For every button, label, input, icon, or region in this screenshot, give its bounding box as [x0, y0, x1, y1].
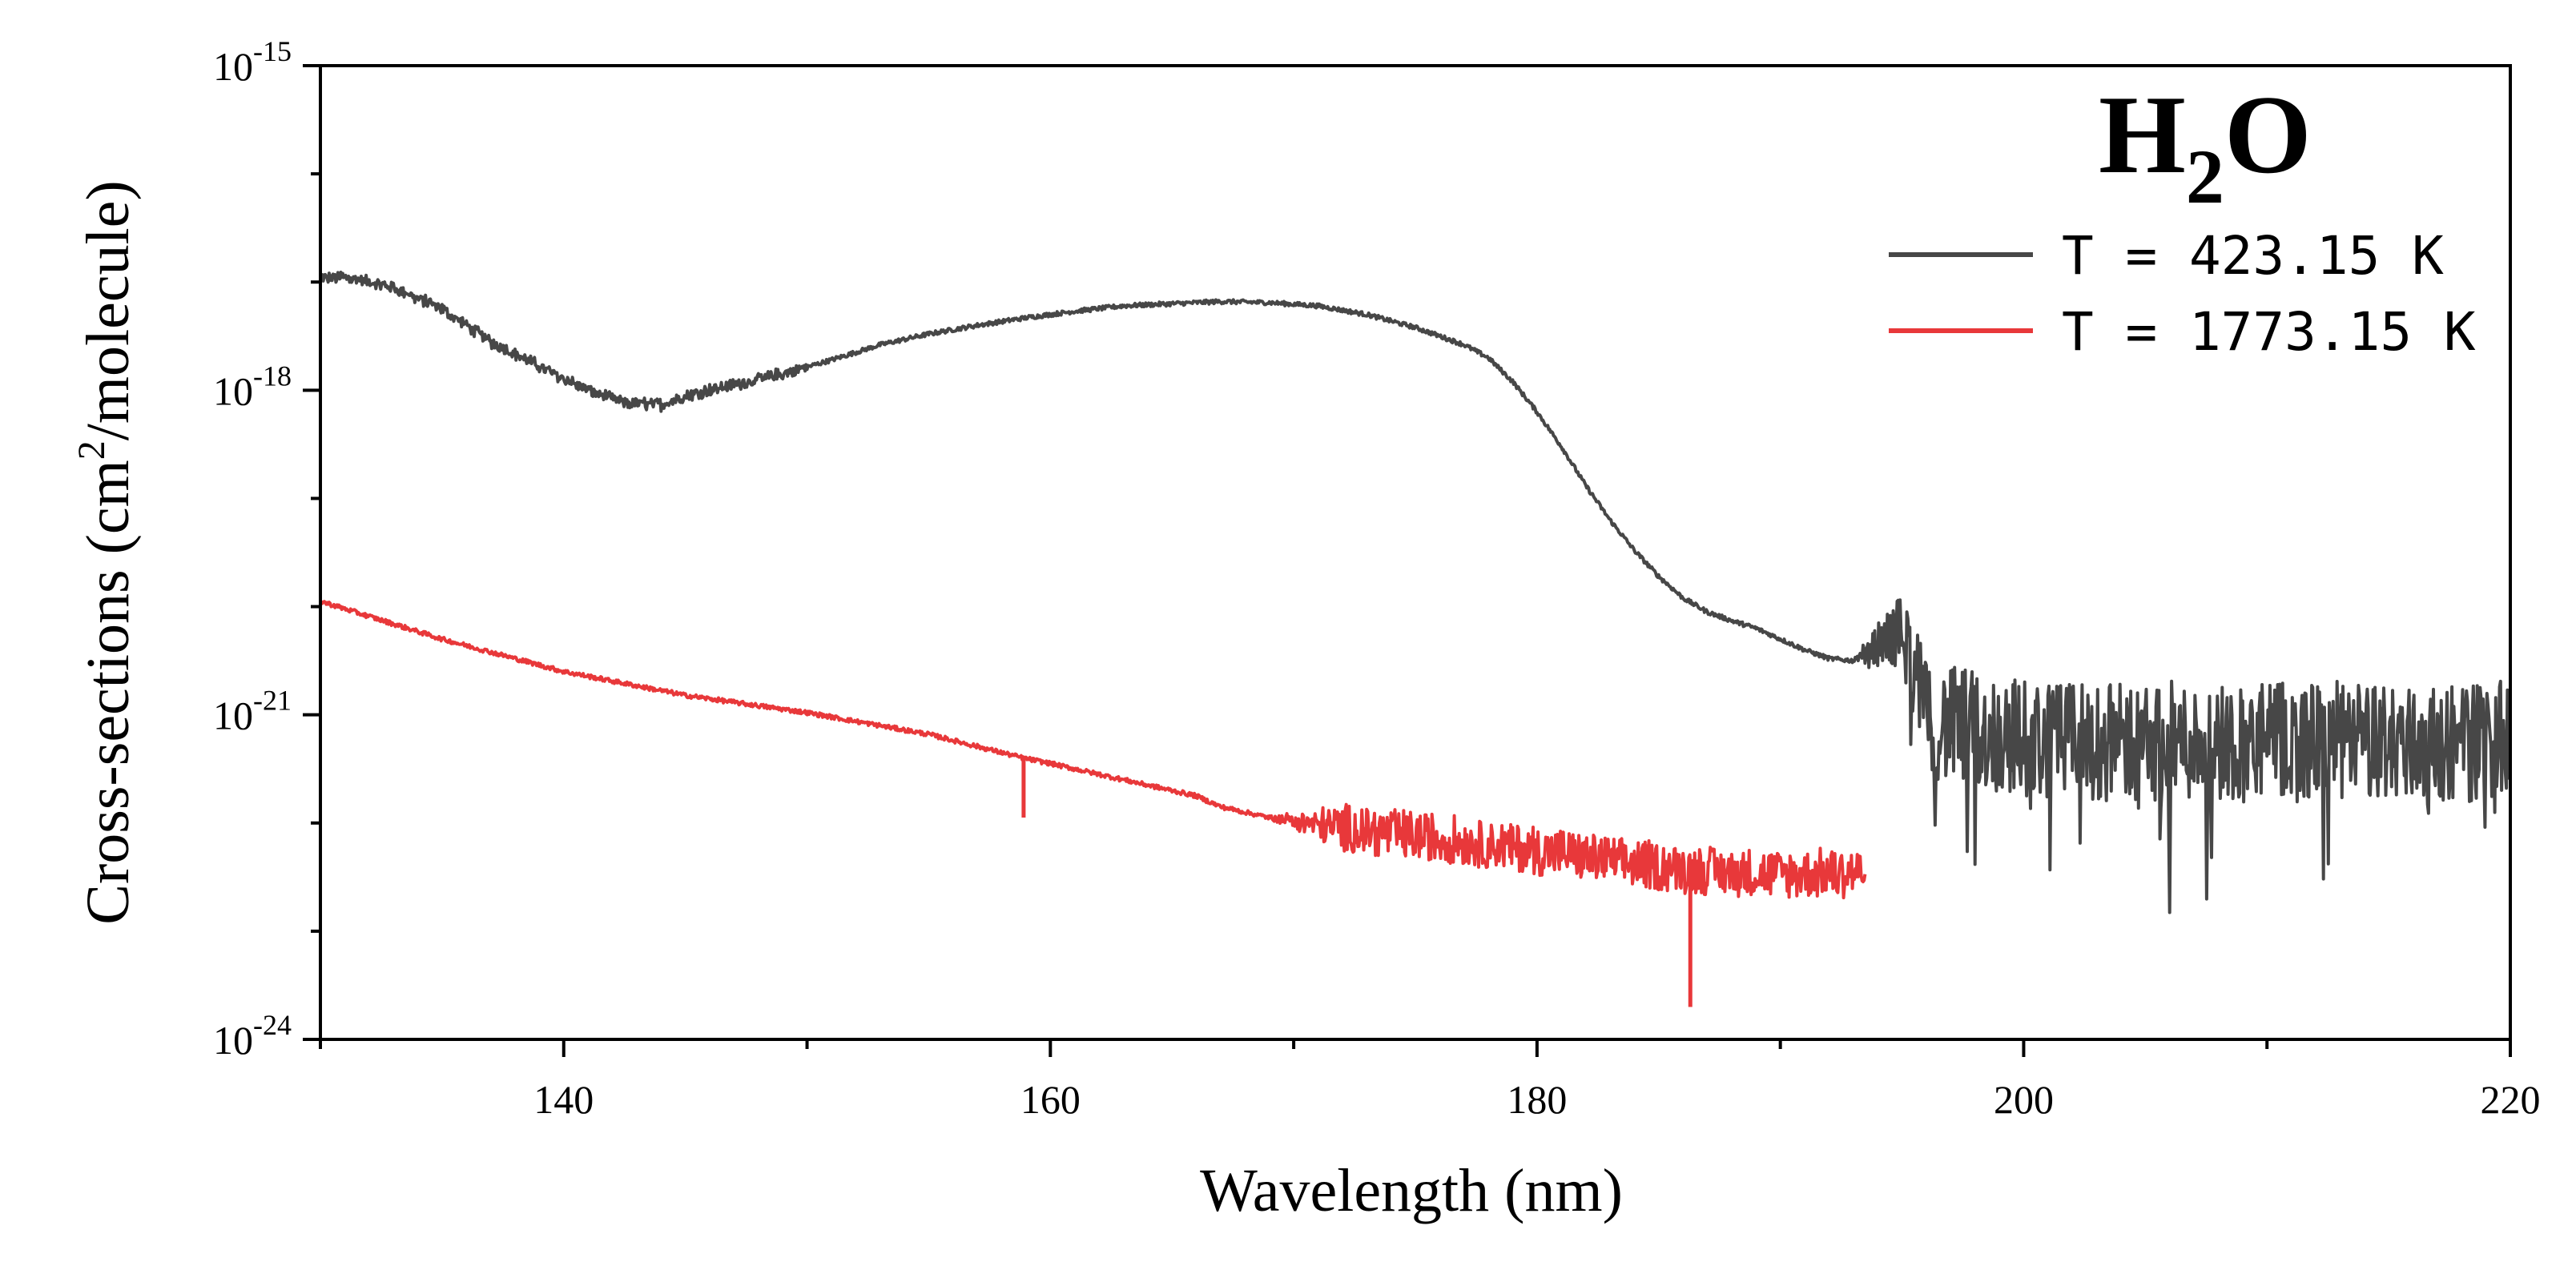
y-tick-label: 10-15: [213, 35, 292, 89]
x-axis-title: Wavelength (nm): [1200, 1157, 1623, 1224]
chart-title-tail: O: [2224, 73, 2312, 197]
chart-title: H2O: [2099, 73, 2312, 219]
series-layer: [320, 271, 2510, 1007]
legend-label-1773k: T = 1773.15 K: [2062, 301, 2476, 363]
series-line-0: [320, 271, 2510, 914]
chart-title-main: H: [2099, 73, 2186, 197]
tick-layer: [303, 64, 2512, 1057]
y-tick-labels: 10-15 10-18 10-21 10-24: [213, 35, 292, 1063]
y-tick-label: 10-18: [213, 360, 292, 413]
legend: T = 423.15 K T = 1773.15 K: [1889, 225, 2476, 363]
y-axis-title-sup: 2: [70, 440, 113, 460]
y-tick-label: 10-24: [213, 1009, 292, 1063]
x-tick-label: 220: [2481, 1077, 2541, 1122]
x-tick-label: 140: [533, 1077, 594, 1122]
series-line-1: [320, 599, 1867, 900]
x-tick-label: 160: [1020, 1077, 1081, 1122]
y-axis-title-main: Cross-sections (cm: [74, 460, 142, 924]
y-axis-title-tail: /molecule): [74, 180, 142, 440]
x-tick-label: 180: [1507, 1077, 1567, 1122]
plot-frame: [319, 64, 2512, 1041]
x-tick-label: 200: [1994, 1077, 2054, 1122]
y-tick-label: 10-21: [213, 685, 292, 738]
chart-title-sub: 2: [2186, 134, 2224, 219]
y-axis-title: Cross-sections (cm2/molecule): [70, 180, 142, 924]
x-tick-labels: 140 160 180 200 220: [533, 1077, 2540, 1122]
legend-label-423k: T = 423.15 K: [2062, 225, 2444, 287]
